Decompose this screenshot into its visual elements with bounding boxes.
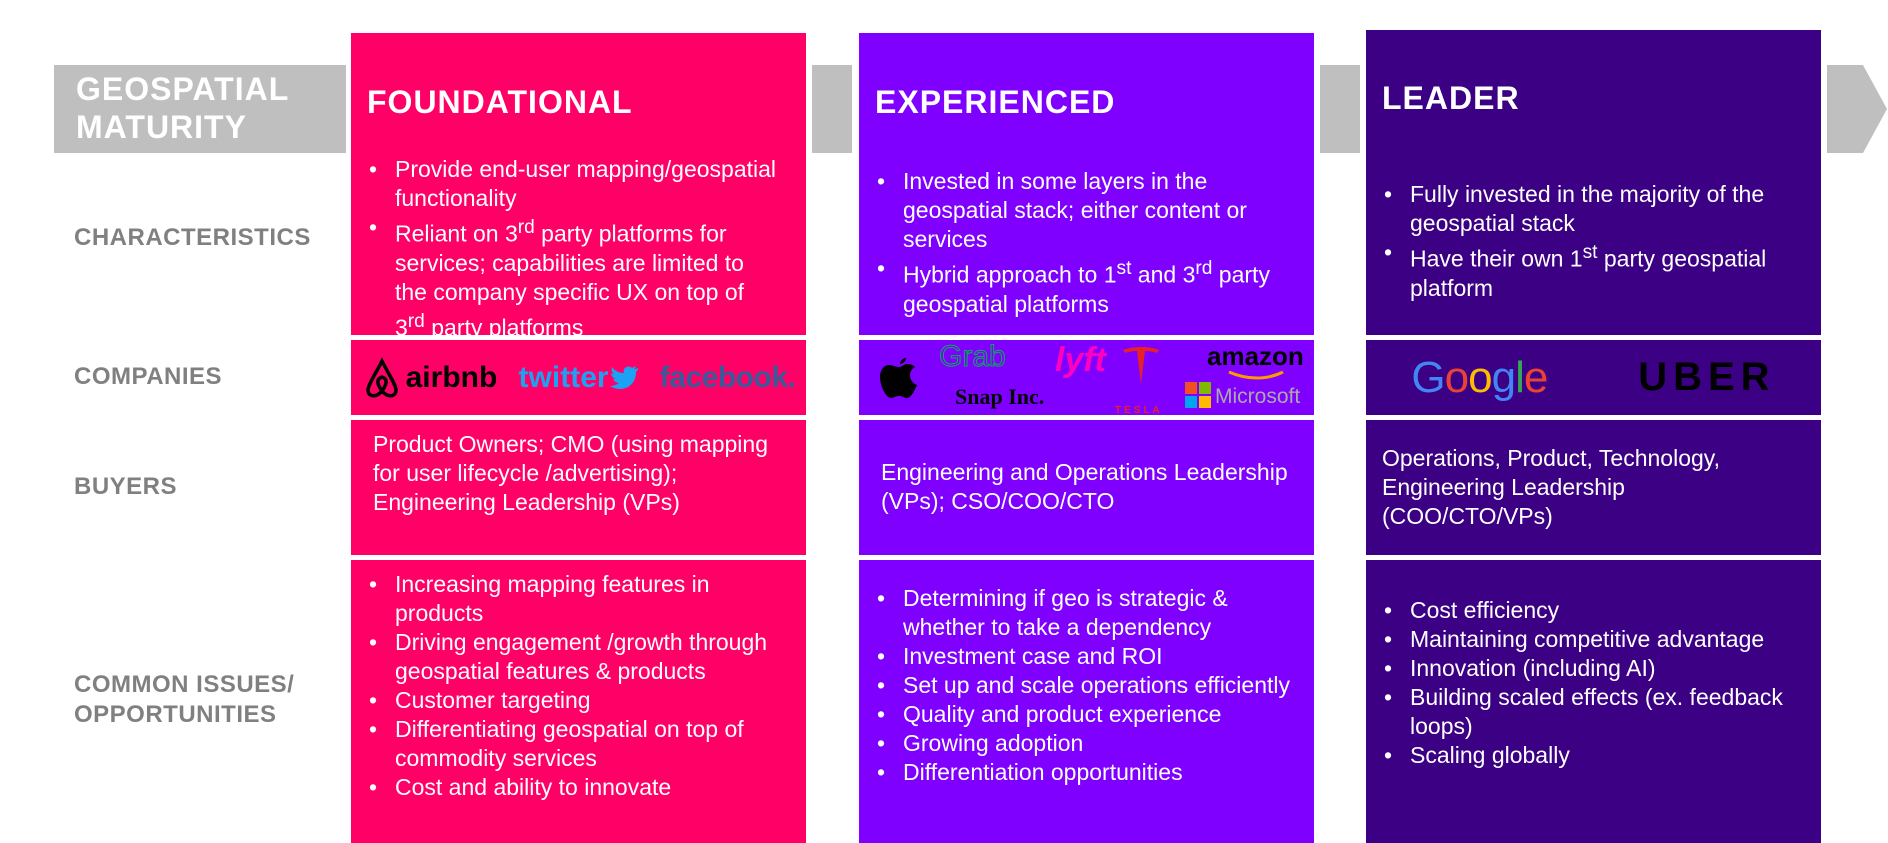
tesla-logo: TESLA: [1115, 405, 1163, 416]
foundational-companies-cell: airbnb twitter facebook.: [351, 340, 806, 415]
leader-characteristics-list: Fully invested in the majority of the ge…: [1382, 180, 1782, 303]
row-label-companies: COMPANIES: [74, 363, 223, 390]
list-item: Reliant on 3rd party platforms for servi…: [367, 213, 777, 342]
grab-logo: Grab: [939, 340, 1007, 373]
list-item: Differentiation opportunities: [875, 758, 1295, 787]
list-item: Innovation (including AI): [1382, 654, 1802, 683]
experienced-issues-list: Determining if geo is strategic & whethe…: [875, 584, 1295, 787]
foundational-issues-list: Increasing mapping features in products …: [367, 570, 787, 802]
arrow-right-icon: [1827, 65, 1887, 153]
microsoft-icon: [1185, 382, 1211, 408]
list-item: Driving engagement /growth through geosp…: [367, 628, 787, 686]
list-item: Quality and product experience: [875, 700, 1295, 729]
tesla-t-icon: [1123, 347, 1159, 384]
experienced-characteristics-cell: EXPERIENCED Invested in some layers in t…: [859, 33, 1314, 335]
foundational-buyers-text: Product Owners; CMO (using mapping for u…: [373, 431, 768, 515]
experienced-characteristics-list: Invested in some layers in the geospatia…: [875, 167, 1275, 319]
leader-characteristics-cell: LEADER Fully invested in the majority of…: [1366, 30, 1821, 335]
row-label-characteristics: CHARACTERISTICS: [74, 224, 311, 251]
microsoft-logo: Microsoft: [1215, 385, 1301, 408]
google-logo: Google: [1411, 353, 1548, 402]
leader-buyers-text: Operations, Product, Technology, Enginee…: [1382, 445, 1720, 529]
list-item: Growing adoption: [875, 729, 1295, 758]
maturity-title: GEOSPATIAL MATURITY: [76, 71, 289, 145]
foundational-issues-cell: Increasing mapping features in products …: [351, 560, 806, 843]
facebook-logo: facebook.: [659, 361, 796, 394]
foundational-characteristics-cell: FOUNDATIONAL Provide end-user mapping/ge…: [351, 33, 806, 340]
experienced-buyers-cell: Engineering and Operations Leadership (V…: [859, 420, 1314, 555]
foundational-characteristics-list: Provide end-user mapping/geospatial func…: [367, 155, 777, 342]
list-item: Invested in some layers in the geospatia…: [875, 167, 1275, 254]
twitter-bird-icon: [609, 365, 638, 389]
maturity-header-band: [54, 65, 346, 153]
connector-1: [812, 65, 852, 153]
column-title-experienced: EXPERIENCED: [875, 84, 1116, 120]
experienced-buyers-text: Engineering and Operations Leadership (V…: [881, 459, 1288, 514]
list-item: Customer targeting: [367, 686, 787, 715]
leader-issues-list: Cost efficiency Maintaining competitive …: [1382, 596, 1802, 770]
uber-logo: UBER: [1638, 355, 1776, 399]
list-item: Hybrid approach to 1st and 3rd party geo…: [875, 254, 1275, 319]
list-item: Set up and scale operations efficiently: [875, 671, 1295, 700]
column-title-leader: LEADER: [1382, 80, 1520, 116]
row-label-issues: COMMON ISSUES/ OPPORTUNITIES: [74, 671, 295, 728]
list-item: Differentiating geospatial on top of com…: [367, 715, 787, 773]
experienced-issues-cell: Determining if geo is strategic & whethe…: [859, 560, 1314, 843]
twitter-logo: twitter: [519, 363, 639, 393]
connector-2: [1320, 65, 1360, 153]
list-item: Determining if geo is strategic & whethe…: [875, 584, 1295, 642]
list-item: Maintaining competitive advantage: [1382, 625, 1802, 654]
amazon-smile-icon: [1228, 370, 1284, 380]
apple-logo-icon: [880, 358, 917, 398]
airbnb-logo: airbnb: [362, 356, 497, 399]
list-item: Fully invested in the majority of the ge…: [1382, 180, 1782, 238]
leader-companies-cell: Google UBER: [1366, 340, 1821, 415]
list-item: Investment case and ROI: [875, 642, 1295, 671]
list-item: Have their own 1st party geospatial plat…: [1382, 238, 1782, 303]
amazon-logo: amazon: [1207, 341, 1304, 371]
column-title-foundational: FOUNDATIONAL: [367, 84, 633, 120]
airbnb-icon: [365, 356, 398, 397]
foundational-buyers-cell: Product Owners; CMO (using mapping for u…: [351, 420, 806, 555]
leader-buyers-cell: Operations, Product, Technology, Enginee…: [1366, 420, 1821, 555]
snap-logo: Snap Inc.: [955, 384, 1045, 409]
experienced-companies-cell: Grab Snap Inc. lyft TESLA amazon Microso…: [859, 340, 1314, 416]
list-item: Provide end-user mapping/geospatial func…: [367, 155, 777, 213]
list-item: Increasing mapping features in products: [367, 570, 787, 628]
lyft-logo: lyft: [1055, 341, 1106, 379]
leader-issues-cell: Cost efficiency Maintaining competitive …: [1366, 560, 1821, 843]
row-label-buyers: BUYERS: [74, 473, 178, 500]
list-item: Building scaled effects (ex. feedback lo…: [1382, 683, 1802, 741]
list-item: Cost efficiency: [1382, 596, 1802, 625]
list-item: Scaling globally: [1382, 741, 1802, 770]
list-item: Cost and ability to innovate: [367, 773, 787, 802]
